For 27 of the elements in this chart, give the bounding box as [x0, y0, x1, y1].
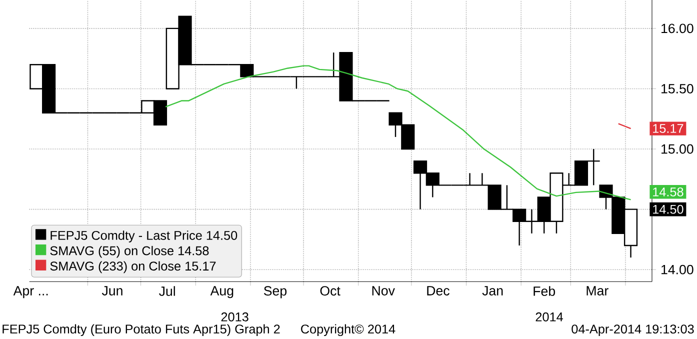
text: 2013 [221, 312, 248, 322]
text: Copyright© 2014 [301, 324, 396, 336]
annotation: 14.58 [653, 187, 684, 196]
text: 04-Apr-2014 19:13:03 [572, 324, 694, 336]
x-tick-label: Jun [102, 286, 122, 296]
x-tick-label: Apr ... [13, 286, 48, 298]
legend-label: SMAVG (55) on Close 14.58 [50, 246, 209, 258]
x-tick-label: Jul [159, 286, 175, 296]
x-tick-label: Oct [320, 286, 340, 296]
legend-label: SMAVG (233) on Close 15.17 [50, 261, 216, 274]
annotation: 14.50 [653, 204, 684, 214]
y-tick-label: 15.00 [662, 144, 694, 154]
x-tick-label: Sep [264, 286, 287, 298]
x-tick-label: Mar [586, 286, 608, 296]
annotation: 15.17 [653, 124, 684, 133]
text: FEPJ5 Comdty (Euro Potato Futs Apr15) Graph 2 [2, 324, 280, 336]
y-tick-label: 15.50 [662, 84, 694, 94]
x-tick-label: Nov [372, 286, 395, 296]
text: 2014 [536, 312, 563, 322]
x-tick-label: Jan [482, 286, 503, 296]
line-series [164, 65, 632, 200]
y-tick-label: 16.00 [662, 24, 694, 34]
y-tick-label: 14.00 [662, 264, 694, 274]
x-tick-label: Feb [534, 286, 556, 296]
legend-label: FEPJ5 Comdty - Last Price 14.50 [50, 230, 238, 242]
x-tick-label: Aug [210, 286, 234, 298]
x-tick-label: Dec [427, 286, 450, 296]
